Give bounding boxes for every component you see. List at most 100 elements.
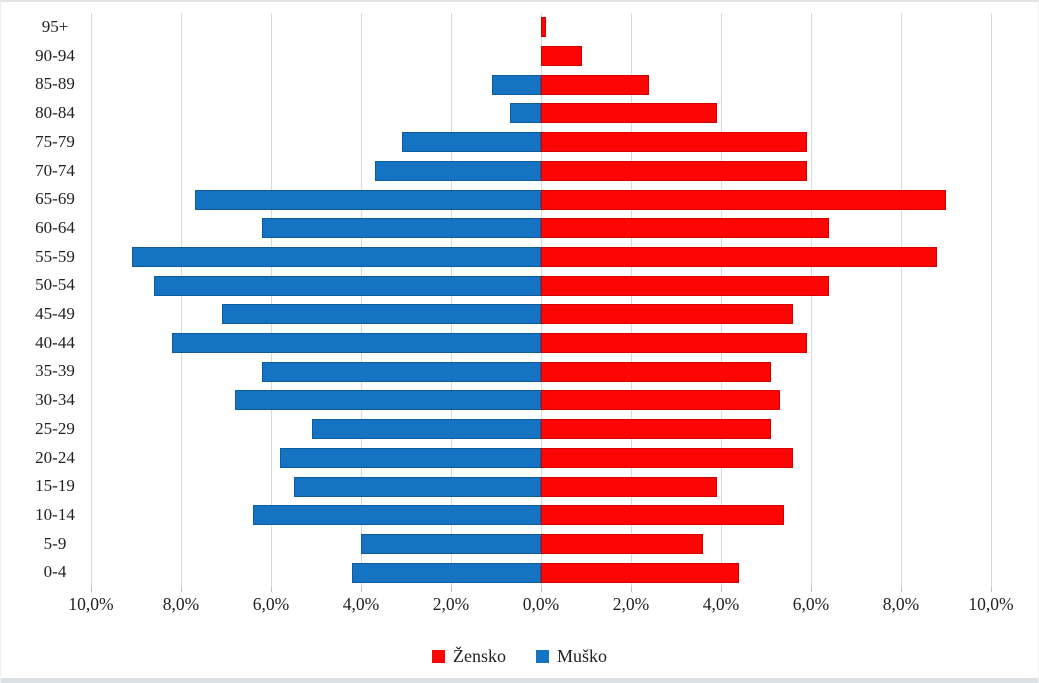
y-axis-label-20-24: 20-24	[35, 447, 75, 467]
gridline	[721, 13, 722, 587]
y-axis-label-5-9: 5-9	[43, 533, 67, 553]
bar-musko-50-54	[154, 275, 541, 296]
y-axis-label-50-54: 50-54	[35, 275, 75, 295]
bar-zensko-5-9	[541, 533, 703, 554]
legend-item-musko: Muško	[535, 646, 607, 667]
bar-zensko-15-19	[541, 476, 717, 497]
y-axis-label-15-19: 15-19	[35, 476, 75, 496]
bar-musko-85-89	[491, 74, 541, 95]
legend-label-zensko: Žensko	[452, 646, 506, 666]
axis-tick	[721, 587, 722, 592]
x-axis-label-3: 4,0%	[342, 594, 380, 614]
bar-musko-40-44	[172, 333, 541, 354]
zensko-swatch-icon	[431, 650, 445, 663]
axis-tick	[361, 587, 362, 592]
y-axis-label-95+: 95+	[41, 17, 69, 36]
y-axis-label-25-29: 25-29	[35, 418, 75, 438]
gridline	[361, 13, 362, 587]
bar-musko-25-29	[311, 419, 541, 440]
axis-tick	[811, 587, 812, 592]
y-axis-label-10-14: 10-14	[35, 504, 75, 524]
bar-musko-35-39	[262, 361, 541, 382]
y-axis-label-60-64: 60-64	[35, 217, 75, 237]
x-axis-label-1: 8,0%	[162, 594, 200, 614]
x-axis-label-10: 10,0%	[968, 594, 1014, 614]
bar-musko-10-14	[253, 505, 541, 526]
bar-zensko-70-74	[541, 160, 807, 181]
gridline	[181, 13, 182, 587]
window-bottom-edge	[1, 678, 1038, 683]
x-axis-label-7: 4,0%	[702, 594, 740, 614]
bar-zensko-60-64	[541, 218, 829, 239]
x-axis-label-6: 2,0%	[612, 594, 650, 614]
bar-zensko-65-69	[541, 189, 946, 210]
legend-item-zensko: Žensko	[431, 646, 506, 667]
bar-musko-20-24	[280, 447, 541, 468]
bar-musko-0-4	[352, 562, 541, 583]
legend-label-musko: Muško	[556, 646, 607, 666]
y-axis-labels: 95+ 90-94 85-89 80-84 75-79 70-74 65-69 60-64 55…	[17, 13, 93, 587]
x-axis-label-0: 10,0%	[68, 594, 114, 614]
y-axis-label-35-39: 35-39	[35, 361, 75, 381]
bar-zensko-0-4	[541, 562, 739, 583]
y-axis-label-90-94: 90-94	[35, 45, 75, 65]
axis-tick	[541, 587, 542, 592]
bar-zensko-30-34	[541, 390, 780, 411]
gridline	[451, 13, 452, 587]
y-axis-label-45-49: 45-49	[35, 304, 75, 323]
y-axis-label-65-69: 65-69	[35, 189, 75, 209]
y-axis-label-55-59: 55-59	[35, 246, 75, 266]
axis-tick	[271, 587, 272, 592]
gridline	[271, 13, 272, 587]
bar-musko-80-84	[509, 103, 541, 124]
axis-tick	[451, 587, 452, 592]
gridline	[631, 13, 632, 587]
x-axis-labels: 10,0% 8,0% 6,0% 4,0% 2,0% 0,0% 2,0% 4,0% 6,0% 8,0…	[1, 591, 1038, 617]
y-axis-label-0-4: 0-4	[43, 562, 67, 582]
bar-musko-55-59	[131, 246, 541, 267]
y-axis-label-85-89: 85-89	[35, 74, 75, 94]
x-axis-label-5: 0,0%	[522, 594, 560, 614]
bar-zensko-40-44	[541, 333, 807, 354]
x-axis-label-9: 8,0%	[882, 594, 920, 614]
bar-musko-60-64	[262, 218, 541, 239]
bar-zensko-90-94	[541, 46, 582, 67]
bar-zensko-55-59	[541, 246, 937, 267]
gridline	[811, 13, 812, 587]
bar-musko-5-9	[361, 533, 541, 554]
bar-musko-65-69	[194, 189, 541, 210]
axis-tick	[991, 587, 992, 592]
legend: Žensko Muško	[1, 646, 1038, 667]
bar-musko-45-49	[221, 304, 541, 325]
bar-zensko-20-24	[541, 447, 793, 468]
y-axis-label-40-44: 40-44	[35, 332, 75, 352]
y-axis-label-75-79: 75-79	[35, 131, 75, 151]
musko-swatch-icon	[535, 650, 549, 663]
bar-musko-15-19	[293, 476, 541, 497]
x-axis-label-8: 6,0%	[792, 594, 830, 614]
plot-area	[91, 13, 992, 587]
bar-zensko-85-89	[541, 74, 649, 95]
axis-tick	[631, 587, 632, 592]
y-axis-label-70-74: 70-74	[35, 160, 75, 180]
bar-zensko-10-14	[541, 505, 784, 526]
gridline	[991, 13, 992, 587]
axis-tick	[181, 587, 182, 592]
bar-zensko-35-39	[541, 361, 771, 382]
axis-tick	[91, 587, 92, 592]
bar-musko-70-74	[374, 160, 541, 181]
x-axis-label-4: 2,0%	[432, 594, 470, 614]
bar-zensko-80-84	[541, 103, 717, 124]
gridline	[541, 13, 542, 587]
bar-zensko-25-29	[541, 419, 771, 440]
y-axis-label-30-34: 30-34	[35, 390, 75, 410]
gridline	[901, 13, 902, 587]
y-axis-label-80-84: 80-84	[35, 103, 75, 123]
x-axis-label-2: 6,0%	[252, 594, 290, 614]
bar-zensko-75-79	[541, 132, 807, 153]
gridline	[91, 13, 92, 587]
bar-zensko-95+	[541, 17, 546, 38]
bar-musko-75-79	[401, 132, 541, 153]
bar-musko-30-34	[235, 390, 541, 411]
